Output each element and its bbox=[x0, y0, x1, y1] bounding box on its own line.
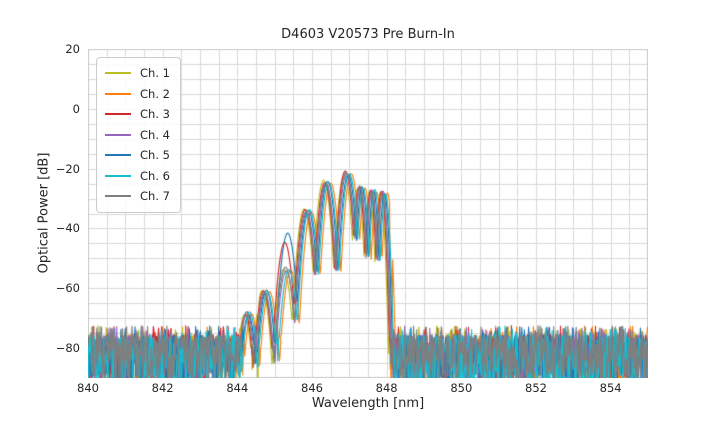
x-tick-label: 844 bbox=[226, 381, 249, 395]
y-tick-label: −40 bbox=[55, 221, 80, 236]
spectrum-canvas bbox=[88, 49, 648, 378]
legend-line-sample bbox=[105, 133, 131, 136]
x-tick-label: 842 bbox=[151, 381, 174, 395]
x-axis-label: Wavelength [nm] bbox=[311, 396, 425, 411]
legend-item: Ch. 1 bbox=[105, 63, 170, 84]
legend-label: Ch. 5 bbox=[140, 148, 170, 163]
legend-line-sample bbox=[105, 154, 131, 157]
legend-item: Ch. 4 bbox=[105, 125, 170, 146]
x-tick-label: 846 bbox=[301, 381, 323, 395]
legend-label: Ch. 6 bbox=[140, 168, 170, 183]
legend-item: Ch. 5 bbox=[105, 145, 170, 166]
y-tick-label: −60 bbox=[55, 281, 80, 296]
legend-label: Ch. 4 bbox=[140, 127, 170, 142]
legend-item: Ch. 6 bbox=[105, 166, 170, 187]
legend-line-sample bbox=[105, 174, 131, 177]
legend-line-sample bbox=[105, 113, 131, 116]
legend-line-sample bbox=[105, 92, 131, 95]
x-tick-label: 848 bbox=[375, 381, 398, 395]
y-tick-label: −20 bbox=[55, 161, 80, 176]
x-tick-label: 852 bbox=[525, 381, 547, 395]
x-tick-label: 840 bbox=[77, 381, 99, 395]
x-tick-label: 850 bbox=[450, 381, 473, 395]
legend-line-sample bbox=[105, 195, 131, 198]
y-tick-label: −80 bbox=[55, 341, 80, 356]
y-tick-label: 0 bbox=[72, 101, 80, 116]
legend-label: Ch. 1 bbox=[140, 66, 170, 81]
legend: Ch. 1 Ch. 2 Ch. 3 Ch. 4 Ch. 5 Ch. 6 Ch. 7 bbox=[96, 57, 181, 213]
legend-item: Ch. 7 bbox=[105, 186, 170, 207]
legend-item: Ch. 2 bbox=[105, 84, 170, 105]
plot-area: Ch. 1 Ch. 2 Ch. 3 Ch. 4 Ch. 5 Ch. 6 Ch. 7 bbox=[88, 49, 648, 378]
chart-title: D4603 V20573 Pre Burn-In bbox=[281, 27, 455, 42]
legend-line-sample bbox=[105, 72, 131, 75]
legend-label: Ch. 2 bbox=[140, 86, 170, 101]
legend-label: Ch. 3 bbox=[140, 107, 170, 122]
legend-label: Ch. 7 bbox=[140, 189, 170, 204]
y-tick-label: 20 bbox=[65, 42, 80, 56]
legend-item: Ch. 3 bbox=[105, 104, 170, 125]
x-tick-label: 854 bbox=[599, 381, 622, 395]
